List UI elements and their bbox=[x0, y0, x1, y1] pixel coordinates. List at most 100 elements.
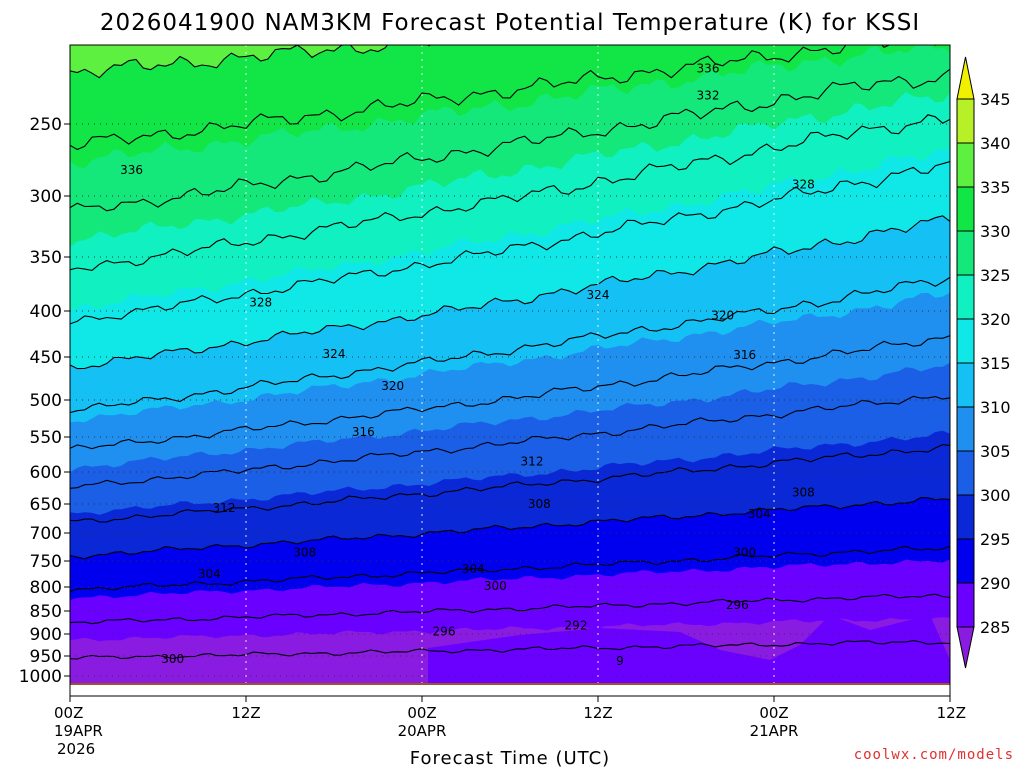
colorbar-tick-label: 330 bbox=[980, 222, 1011, 241]
colorbar-tick-label: 325 bbox=[980, 266, 1011, 285]
x-tick-time: 00Z bbox=[759, 704, 788, 722]
contour-label: 9 bbox=[616, 654, 624, 668]
contour-320 bbox=[70, 215, 950, 370]
contour-332 bbox=[70, 68, 950, 212]
x-tick-date: 19APR bbox=[54, 722, 103, 740]
color-fill-bands bbox=[70, 45, 950, 685]
chart-title: 2026041900 NAM3KM Forecast Potential Tem… bbox=[100, 10, 920, 36]
colorbar-segment-290 bbox=[956, 538, 975, 584]
contour-label: 292 bbox=[565, 619, 588, 633]
contour-label: 308 bbox=[792, 485, 815, 499]
colorbar-tick-label: 335 bbox=[980, 178, 1011, 197]
colorbar-tick-label: 320 bbox=[980, 310, 1011, 329]
y-tick-label: 300 bbox=[30, 187, 62, 207]
contour-label: 320 bbox=[381, 379, 404, 393]
contour-label: 332 bbox=[697, 89, 720, 103]
y-axis: 250 300 350 400 450 500 550 600 650 700 750 800 850 9… bbox=[19, 115, 70, 687]
colorbar-segment-325 bbox=[956, 230, 975, 276]
contour-label: 328 bbox=[249, 295, 272, 309]
colorbar-segment-295 bbox=[956, 494, 975, 540]
contour-300 bbox=[70, 497, 950, 560]
contour-label: 308 bbox=[293, 546, 316, 560]
y-tick-label: 750 bbox=[30, 552, 62, 572]
contour-label: 296 bbox=[726, 598, 749, 612]
contour-label: 336 bbox=[697, 62, 720, 76]
y-tick-label: 650 bbox=[30, 495, 62, 515]
y-tick-label: 450 bbox=[30, 348, 62, 368]
colorbar-segment-285 bbox=[956, 582, 975, 628]
contour-328 bbox=[70, 114, 950, 271]
contour-label: 336 bbox=[120, 163, 143, 177]
contour-label: 304 bbox=[748, 507, 771, 521]
contour-288 bbox=[70, 640, 950, 660]
y-tick-label: 700 bbox=[30, 524, 62, 544]
colorbar-tick-label: 290 bbox=[980, 574, 1011, 593]
y-tick-label: 250 bbox=[30, 115, 62, 135]
contour-label: 296 bbox=[433, 625, 456, 639]
contour-label: 300 bbox=[733, 546, 756, 560]
contour-lines bbox=[70, 0, 950, 660]
contour-340 bbox=[70, 45, 431, 79]
y-tick-label: 500 bbox=[30, 391, 62, 411]
y-tick-label: 900 bbox=[30, 625, 62, 645]
colorbar-tick-label: 285 bbox=[980, 618, 1011, 637]
contour-label: 300 bbox=[484, 579, 507, 593]
contour-label: 316 bbox=[733, 348, 756, 362]
contour-labels: 336 332 336 328 328 324 320 324 316 320 316 312 312 3… bbox=[120, 62, 815, 668]
contour-label: 308 bbox=[528, 497, 551, 511]
colorbar-segment-below bbox=[956, 626, 975, 669]
surface-bar bbox=[70, 683, 950, 685]
purple-shade bbox=[428, 615, 950, 685]
colorbar-tick-label: 345 bbox=[980, 90, 1011, 109]
colorbar-segment-305 bbox=[956, 406, 975, 452]
contour-label: 324 bbox=[587, 288, 610, 302]
colorbar-segment-315 bbox=[956, 318, 975, 364]
contour-308 bbox=[70, 395, 950, 489]
colorbar-segment-340 bbox=[956, 98, 975, 144]
contour-label: 312 bbox=[521, 455, 544, 469]
contour-296 bbox=[70, 545, 950, 593]
y-tick-label: 550 bbox=[30, 428, 62, 448]
colorbar-tick-label: 310 bbox=[980, 398, 1011, 417]
colorbar-tick-label: 295 bbox=[980, 530, 1011, 549]
colorbar: 285 290 295 300 305 310 315 320 325 330 335 340 345 bbox=[956, 56, 1011, 669]
colorbar-segment-310 bbox=[956, 362, 975, 408]
plot-area bbox=[70, 0, 950, 685]
contour-336 bbox=[70, 45, 950, 151]
contour-label: 300 bbox=[161, 652, 184, 666]
x-tick-date: 21APR bbox=[750, 722, 799, 740]
contour-312 bbox=[70, 335, 950, 450]
x-tick-time: 00Z bbox=[54, 704, 83, 722]
colorbar-tick-label: 340 bbox=[980, 134, 1011, 153]
colorbar-segment-330 bbox=[956, 186, 975, 232]
contour-label: 320 bbox=[711, 309, 734, 323]
y-tick-label: 400 bbox=[30, 302, 62, 322]
cold-pool-region bbox=[428, 615, 950, 685]
credit-text: coolwx.com/models bbox=[854, 747, 1014, 763]
contour-label: 312 bbox=[213, 501, 236, 515]
contour-304 bbox=[70, 444, 950, 523]
x-axis-label: Forecast Time (UTC) bbox=[410, 748, 610, 768]
contour-292 bbox=[70, 593, 950, 625]
contour-324 bbox=[70, 160, 950, 325]
contour-label: 324 bbox=[323, 347, 346, 361]
colorbar-segment-300 bbox=[956, 450, 975, 496]
x-tick-time: 12Z bbox=[231, 704, 260, 722]
contour-label: 304 bbox=[198, 567, 221, 581]
plot-frame bbox=[69, 44, 951, 697]
contour-label: 304 bbox=[462, 562, 485, 576]
x-tick-time: 00Z bbox=[407, 704, 436, 722]
colorbar-segment-335 bbox=[956, 142, 975, 188]
y-tick-label: 350 bbox=[30, 248, 62, 268]
colorbar-tick-label: 315 bbox=[980, 354, 1011, 373]
x-tick-date: 20APR bbox=[398, 722, 447, 740]
y-tick-label: 950 bbox=[30, 647, 62, 667]
contour-344 bbox=[70, 0, 950, 10]
x-tick-time: 12Z bbox=[583, 704, 612, 722]
y-tick-label: 850 bbox=[30, 602, 62, 622]
x-tick-time: 12Z bbox=[937, 704, 966, 722]
y-tick-label: 1000 bbox=[19, 667, 62, 687]
y-tick-label: 600 bbox=[30, 463, 62, 483]
